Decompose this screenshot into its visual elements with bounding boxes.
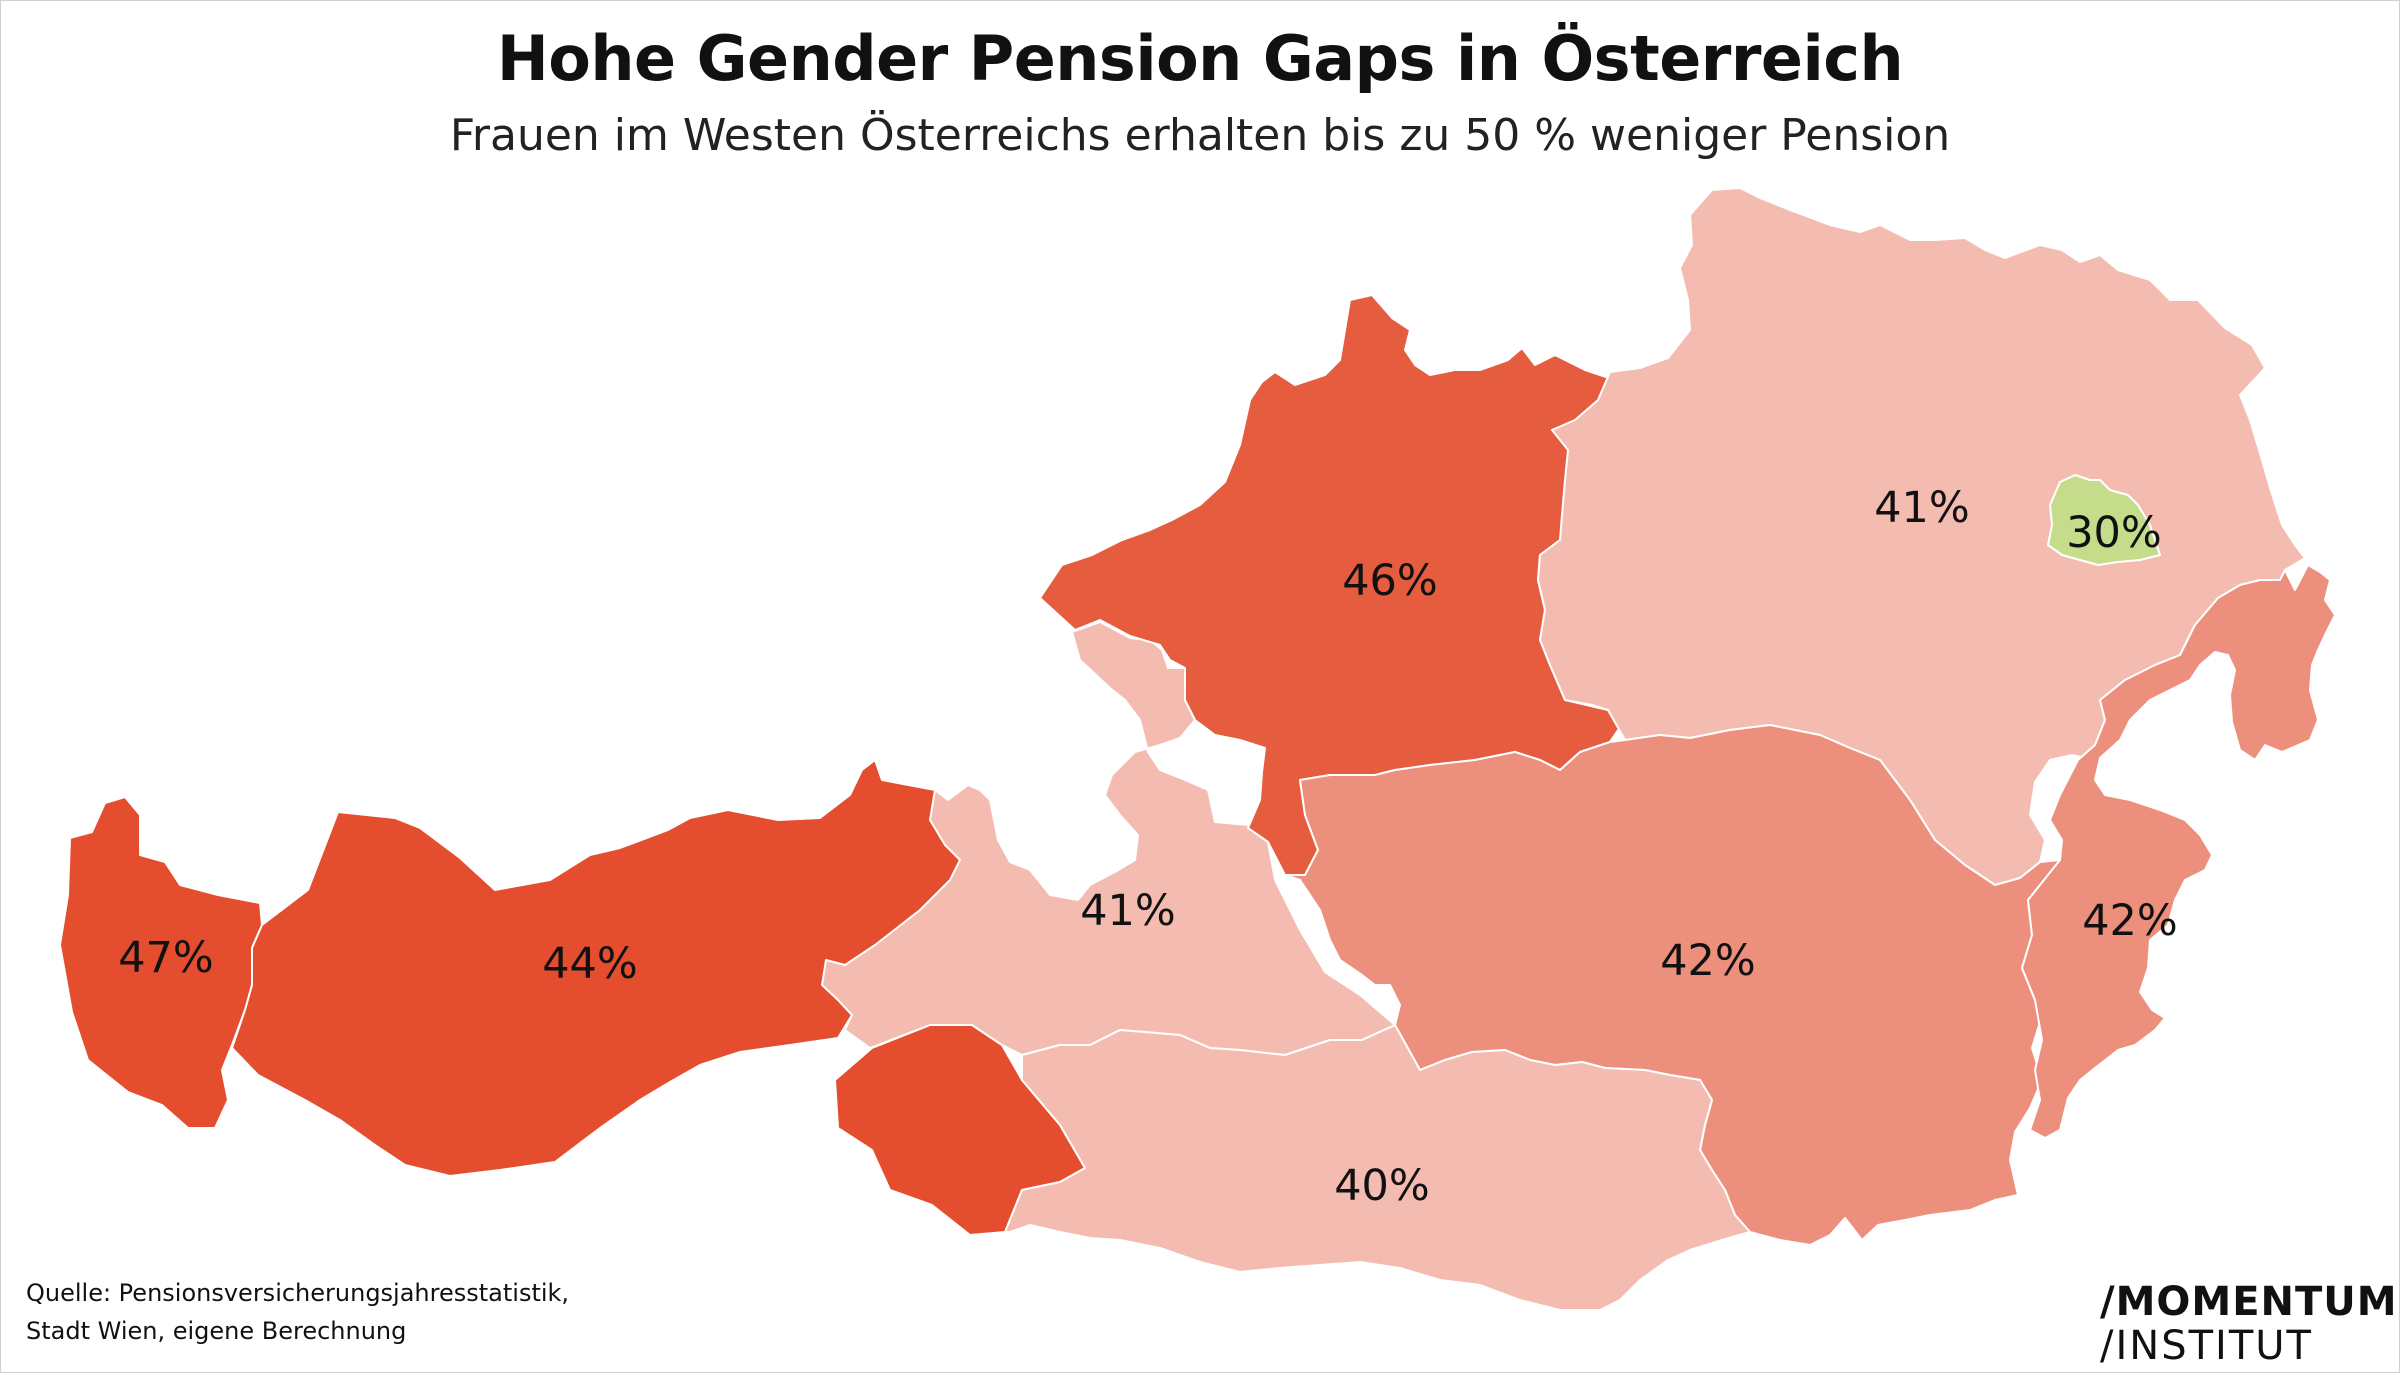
label-wien: 30% <box>2066 508 2162 558</box>
momentum-logo: /MOMENTUM /INSTITUT <box>2100 1279 2398 1369</box>
source-line-2: Stadt Wien, eigene Berechnung <box>26 1317 407 1345</box>
region-burgenland <box>2021 564 2336 1139</box>
label-oberoesterreich: 46% <box>1342 556 1438 606</box>
logo-line-1: /MOMENTUM <box>2100 1279 2398 1325</box>
logo-line-2: /INSTITUT <box>2100 1323 2313 1369</box>
label-niederoesterreich: 41% <box>1874 483 1970 533</box>
source-note: Quelle: Pensionsversicherungsjahresstati… <box>26 1274 569 1350</box>
region-kaernten <box>1004 1024 1751 1311</box>
label-steiermark: 42% <box>1660 936 1756 986</box>
region-wien <box>2047 474 2161 566</box>
region-salzburg <box>821 621 1396 1056</box>
label-kaernten: 40% <box>1334 1161 1430 1211</box>
page-subtitle: Frauen im Westen Österreichs erhalten bi… <box>449 110 1951 161</box>
label-salzburg: 41% <box>1080 886 1176 936</box>
page-title: Hohe Gender Pension Gaps in Österreich <box>496 22 1904 95</box>
label-burgenland: 42% <box>2082 896 2178 946</box>
label-tirol: 44% <box>542 939 638 989</box>
label-vorarlberg: 47% <box>118 933 214 983</box>
source-line-1: Quelle: Pensionsversicherungsjahresstati… <box>26 1279 570 1307</box>
